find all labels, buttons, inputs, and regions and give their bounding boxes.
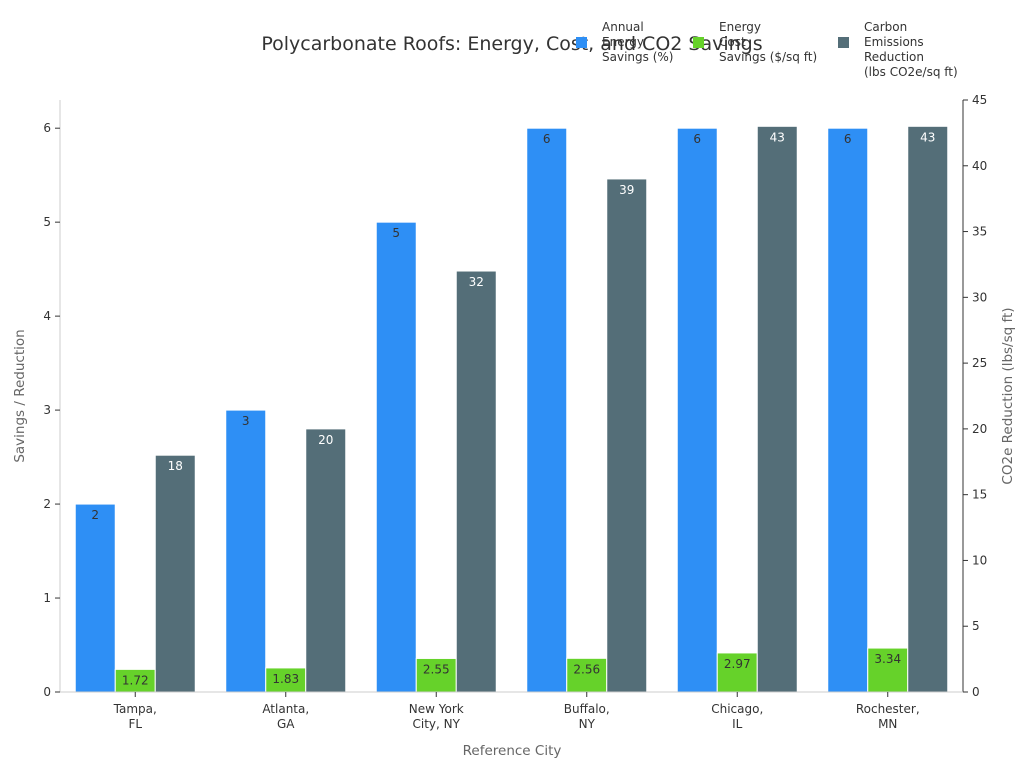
y-left-tick-label: 0 <box>43 685 51 699</box>
y-left-tick-label: 1 <box>43 591 51 605</box>
bar-label-series-3-4: 39 <box>619 183 634 197</box>
x-tick-label: Atlanta, GA <box>262 702 309 731</box>
x-tick-label-line: GA <box>277 717 295 731</box>
bar-label-series-3-3: 32 <box>469 275 484 289</box>
x-tick-label-line: IL <box>732 717 743 731</box>
x-tick-label-line: Tampa, <box>113 702 157 716</box>
bar-label-series-1-1: 2 <box>91 508 99 522</box>
y-right-tick-label: 25 <box>972 356 987 370</box>
x-tick-label: Chicago, IL <box>711 702 763 731</box>
bar-label-series-1-2: 3 <box>242 414 250 428</box>
y-right-axis-title: CO2e Reduction (lbs/sq ft) <box>1000 307 1016 484</box>
y-right-ticks: 0 5 10 15 20 25 30 35 40 45 <box>963 93 987 699</box>
bar-label-series-2-1: 1.72 <box>122 673 149 687</box>
bar-series-1-5 <box>676 127 718 693</box>
bar-label-series-1-3: 5 <box>392 226 400 240</box>
y-left-tick-label: 3 <box>43 403 51 417</box>
x-tick-label-line: Atlanta, <box>262 702 309 716</box>
bar-series-3-4 <box>606 178 648 693</box>
x-tick-label-line: MN <box>878 717 897 731</box>
x-tick-label: Buffalo, NY <box>564 702 610 731</box>
bar-label-series-3-5: 43 <box>770 130 785 144</box>
bar-label-series-1-6: 6 <box>844 132 852 146</box>
legend-label-line: Emissions <box>864 35 924 49</box>
y-right-tick-label: 20 <box>972 422 987 436</box>
bar-series-1-2 <box>225 409 267 693</box>
y-right-tick-label: 5 <box>972 619 980 633</box>
legend-label-2: Energy Cost Savings ($/sq ft) <box>719 20 817 64</box>
bar-label-series-1-5: 6 <box>693 132 701 146</box>
legend-label-3: Carbon Emissions Reduction (lbs CO2e/sq ft) <box>864 20 958 79</box>
bar-label-series-2-2: 1.83 <box>272 672 299 686</box>
legend-label-line: Cost <box>719 35 746 49</box>
bar-series-3-5 <box>756 125 798 693</box>
legend-label-line: Energy <box>602 35 644 49</box>
legend-label-line: Energy <box>719 20 761 34</box>
bar-series-2-2 <box>265 667 307 693</box>
bars <box>74 125 949 693</box>
chart-title: Polycarbonate Roofs: Energy, Cost, and C… <box>261 33 762 55</box>
legend-swatch-2 <box>693 37 704 48</box>
y-right-tick-label: 35 <box>972 225 987 239</box>
legend-label-line: Carbon <box>864 20 907 34</box>
y-left-ticks: 0 1 2 3 4 5 6 <box>43 121 60 699</box>
bar-series-1-1 <box>74 503 116 693</box>
x-tick-label-line: Buffalo, <box>564 702 610 716</box>
legend-label-line: (lbs CO2e/sq ft) <box>864 65 958 79</box>
x-tick-label: Tampa, FL <box>113 702 157 731</box>
x-tick-label-line: FL <box>128 717 142 731</box>
bar-label-series-2-6: 3.34 <box>874 652 901 666</box>
y-right-tick-label: 30 <box>972 290 987 304</box>
axes <box>59 100 964 693</box>
y-right-tick-label: 40 <box>972 159 987 173</box>
y-left-tick-label: 2 <box>43 497 51 511</box>
y-right-tick-label: 0 <box>972 685 980 699</box>
legend-label-1: Annual Energy Savings (%) <box>602 20 673 64</box>
x-tick-label: New York City, NY <box>409 702 464 731</box>
bar-series-1-3 <box>375 221 417 693</box>
legend: Annual Energy Savings (%)Energy Cost Savings… <box>576 20 958 79</box>
bar-label-series-3-2: 20 <box>318 433 333 447</box>
y-left-tick-label: 6 <box>43 121 51 135</box>
x-tick-label: Rochester, MN <box>856 702 920 731</box>
x-tick-label-line: Rochester, <box>856 702 920 716</box>
bar-series-1-6 <box>827 127 869 693</box>
bar-series-1-4 <box>526 127 568 693</box>
y-right-tick-label: 10 <box>972 553 987 567</box>
bar-label-series-2-4: 2.56 <box>573 662 600 676</box>
legend-label-line: Annual <box>602 20 644 34</box>
bar-label-series-2-5: 2.97 <box>724 657 751 671</box>
bar-series-3-6 <box>907 125 949 693</box>
bar-series-3-3 <box>455 270 497 693</box>
x-axis-title: Reference City <box>463 743 562 759</box>
x-ticks: Tampa, FL Atlanta, GA New York City, NY Buffal… <box>113 692 920 731</box>
y-right-tick-label: 15 <box>972 488 987 502</box>
x-tick-label-line: NY <box>579 717 596 731</box>
legend-swatch-1 <box>576 37 587 48</box>
legend-swatch-3 <box>838 37 849 48</box>
bar-label-series-2-3: 2.55 <box>423 662 450 676</box>
bar-labels: 2 1.72 18 3 1.83 20 5 2.55 32 6 2.56 39 6 2.97 43 6 3.34… <box>91 130 935 687</box>
legend-label-line: Savings (%) <box>602 50 673 64</box>
legend-label-line: Reduction <box>864 50 924 64</box>
y-left-tick-label: 4 <box>43 309 51 323</box>
bar-label-series-3-1: 18 <box>168 459 183 473</box>
y-right-tick-label: 45 <box>972 93 987 107</box>
bar-series-3-1 <box>154 454 196 693</box>
x-tick-label-line: Chicago, <box>711 702 763 716</box>
bar-label-series-1-4: 6 <box>543 132 551 146</box>
y-left-tick-label: 5 <box>43 215 51 229</box>
x-tick-label-line: City, NY <box>413 717 461 731</box>
bar-series-3-2 <box>305 428 347 693</box>
bar-label-series-3-6: 43 <box>920 130 935 144</box>
y-left-axis-title: Savings / Reduction <box>12 329 28 462</box>
legend-label-line: Savings ($/sq ft) <box>719 50 817 64</box>
x-tick-label-line: New York <box>409 702 464 716</box>
